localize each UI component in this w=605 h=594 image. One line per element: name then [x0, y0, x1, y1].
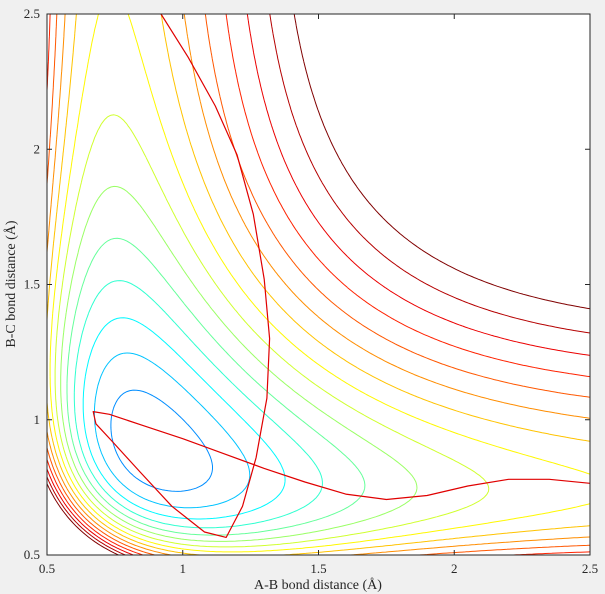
contour-lines: [47, 14, 590, 555]
trajectory-line: [92, 14, 590, 538]
x-tick-label: 2: [451, 561, 458, 576]
contour-level-13: [47, 14, 590, 555]
y-tick-label: 1: [34, 412, 41, 427]
contour-level-11: [54, 114, 490, 548]
y-tick-label: 2.5: [24, 6, 40, 21]
x-tick-label: 2.5: [582, 561, 598, 576]
contour-level-12: [49, 14, 590, 553]
plot-area: [47, 14, 590, 555]
x-tick-label: 1.5: [310, 561, 326, 576]
y-tick-label: 2: [34, 141, 41, 156]
contour-level-5: [110, 389, 213, 492]
contour-level-9: [66, 237, 366, 536]
contour-level-16: [47, 14, 590, 555]
contour-level-17: [47, 14, 590, 555]
x-axis-label: A-B bond distance (Å): [254, 577, 382, 593]
y-tick-label: 0.5: [24, 547, 40, 562]
contour-level-18: [47, 14, 590, 555]
x-tick-label: 1: [180, 561, 187, 576]
contour-level-10: [60, 185, 418, 542]
contour-level-19: [47, 14, 590, 555]
contour-level-7: [82, 317, 286, 520]
y-axis-ticks: 0.5 1 1.5 2 2.5: [24, 6, 590, 562]
y-tick-label: 1.5: [24, 277, 40, 292]
y-axis-label: B-C bond distance (Å): [3, 220, 19, 347]
trajectory-layer: [92, 14, 590, 538]
contour-level-8: [73, 280, 323, 529]
x-axis-ticks: 0.5 1 1.5 2 2.5: [39, 14, 598, 576]
x-tick-label: 0.5: [39, 561, 55, 576]
contour-level-14: [47, 14, 590, 555]
contour-level-15: [47, 14, 590, 555]
contour-level-6: [93, 352, 251, 509]
